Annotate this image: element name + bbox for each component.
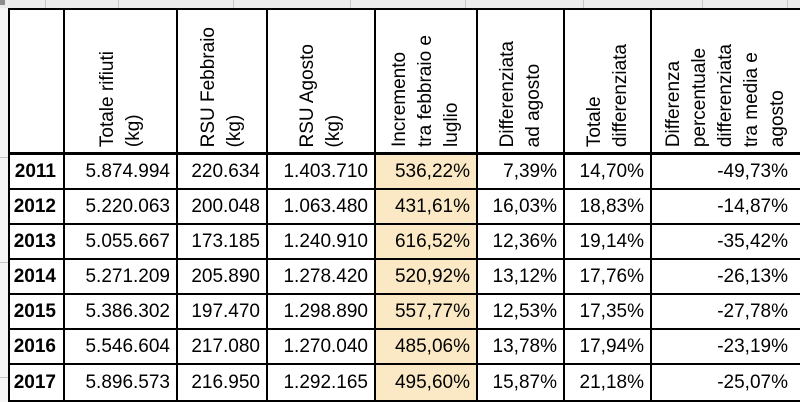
header-cell-differenziata-ad-agosto[interactable]: Differenziata ad agosto (478, 10, 565, 155)
data-cell[interactable]: 15,87% (478, 365, 565, 400)
data-cell[interactable]: 18,83% (565, 190, 652, 225)
data-cell[interactable]: 17,35% (565, 295, 652, 330)
header-label: RSU Febbraio (kg) (198, 26, 245, 147)
data-cell[interactable]: -35,42% (652, 225, 800, 260)
data-cell-highlighted[interactable]: 520,92% (376, 260, 478, 295)
data-cell[interactable]: 14,70% (565, 155, 652, 190)
data-cell[interactable]: -26,13% (652, 260, 800, 295)
data-cell[interactable]: 5.546.604 (65, 330, 178, 365)
waste-data-table: Totale rifiuti (kg) RSU Febbraio (kg) RS… (8, 8, 800, 402)
data-cell-highlighted[interactable]: 536,22% (376, 155, 478, 190)
header-cell-rsu-agosto[interactable]: RSU Agosto (kg) (268, 10, 376, 155)
year-cell[interactable]: 2011 (10, 155, 65, 190)
data-cell[interactable]: 1.292.165 (268, 365, 376, 400)
header-cell-year[interactable] (10, 10, 65, 155)
gridline (45, 0, 46, 8)
gridline (118, 0, 119, 8)
data-cell[interactable]: 12,36% (478, 225, 565, 260)
data-cell[interactable]: 1.403.710 (268, 155, 376, 190)
gridline (0, 377, 8, 378)
data-cell[interactable]: -25,07% (652, 365, 800, 400)
data-cell[interactable]: -27,78% (652, 295, 800, 330)
data-cell[interactable]: 19,14% (565, 225, 652, 260)
gridline (350, 0, 351, 8)
year-cell[interactable]: 2012 (10, 190, 65, 225)
data-cell[interactable]: 12,53% (478, 295, 565, 330)
year-cell[interactable]: 2013 (10, 225, 65, 260)
data-cell[interactable]: -49,73% (652, 155, 800, 190)
header-label: Differenza percentuale differenziata tra… (663, 43, 788, 147)
header-cell-rsu-febbraio[interactable]: RSU Febbraio (kg) (178, 10, 268, 155)
data-cell[interactable]: 5.220.063 (65, 190, 178, 225)
sheet-corner-mark (0, 0, 5, 5)
data-cell-highlighted[interactable]: 557,77% (376, 295, 478, 330)
gridline (465, 0, 466, 8)
data-cell[interactable]: 16,03% (478, 190, 565, 225)
header-label: Incremento tra febbraio e luglio (389, 35, 462, 147)
data-cell-highlighted[interactable]: 485,06% (376, 330, 478, 365)
header-cell-totale-differenziata[interactable]: Totale differenziata (565, 10, 652, 155)
gridline (233, 0, 234, 8)
header-cell-differenza-percentuale[interactable]: Differenza percentuale differenziata tra… (652, 10, 800, 155)
data-cell[interactable]: 13,12% (478, 260, 565, 295)
header-cell-totale-rifiuti[interactable]: Totale rifiuti (kg) (65, 10, 178, 155)
data-cell[interactable]: 13,78% (478, 330, 565, 365)
year-cell[interactable]: 2017 (10, 365, 65, 400)
data-cell[interactable]: 200.048 (178, 190, 268, 225)
gridline (0, 157, 8, 158)
data-cell[interactable]: 17,94% (565, 330, 652, 365)
gridline (787, 0, 788, 8)
data-cell[interactable]: 1.298.890 (268, 295, 376, 330)
sheet-left-gridline-strip (0, 8, 8, 402)
data-cell[interactable]: 5.896.573 (65, 365, 178, 400)
data-cell[interactable]: 205.890 (178, 260, 268, 295)
data-cell[interactable]: 7,39% (478, 155, 565, 190)
data-cell[interactable]: 216.950 (178, 365, 268, 400)
header-cell-incremento[interactable]: Incremento tra febbraio e luglio (376, 10, 478, 155)
data-cell[interactable]: -14,87% (652, 190, 800, 225)
data-cell-highlighted[interactable]: 495,60% (376, 365, 478, 400)
data-cell[interactable]: 5.055.667 (65, 225, 178, 260)
year-cell[interactable]: 2015 (10, 295, 65, 330)
data-cell[interactable]: 1.063.480 (268, 190, 376, 225)
gridline (702, 0, 703, 8)
data-cell[interactable]: 5.874.994 (65, 155, 178, 190)
data-cell-highlighted[interactable]: 616,52% (376, 225, 478, 260)
data-cell[interactable]: 1.270.040 (268, 330, 376, 365)
data-cell[interactable]: 21,18% (565, 365, 652, 400)
header-label: Differenziata ad agosto (496, 40, 544, 147)
data-cell[interactable]: 197.470 (178, 295, 268, 330)
data-cell[interactable]: 5.271.209 (65, 260, 178, 295)
header-label: RSU Agosto (kg) (297, 43, 344, 148)
data-cell[interactable]: 1.240.910 (268, 225, 376, 260)
data-cell-highlighted[interactable]: 431,61% (376, 190, 478, 225)
data-cell[interactable]: 5.386.302 (65, 295, 178, 330)
data-cell[interactable]: 173.185 (178, 225, 268, 260)
data-cell[interactable]: 17,76% (565, 260, 652, 295)
year-cell[interactable]: 2014 (10, 260, 65, 295)
header-label: Totale rifiuti (kg) (96, 50, 144, 147)
header-label: Totale differenziata (583, 43, 631, 147)
data-cell[interactable]: 217.080 (178, 330, 268, 365)
data-cell[interactable]: 220.634 (178, 155, 268, 190)
gridline (0, 262, 8, 263)
data-cell[interactable]: 1.278.420 (268, 260, 376, 295)
data-cell[interactable]: -23,19% (652, 330, 800, 365)
gridline (583, 0, 584, 8)
year-cell[interactable]: 2016 (10, 330, 65, 365)
